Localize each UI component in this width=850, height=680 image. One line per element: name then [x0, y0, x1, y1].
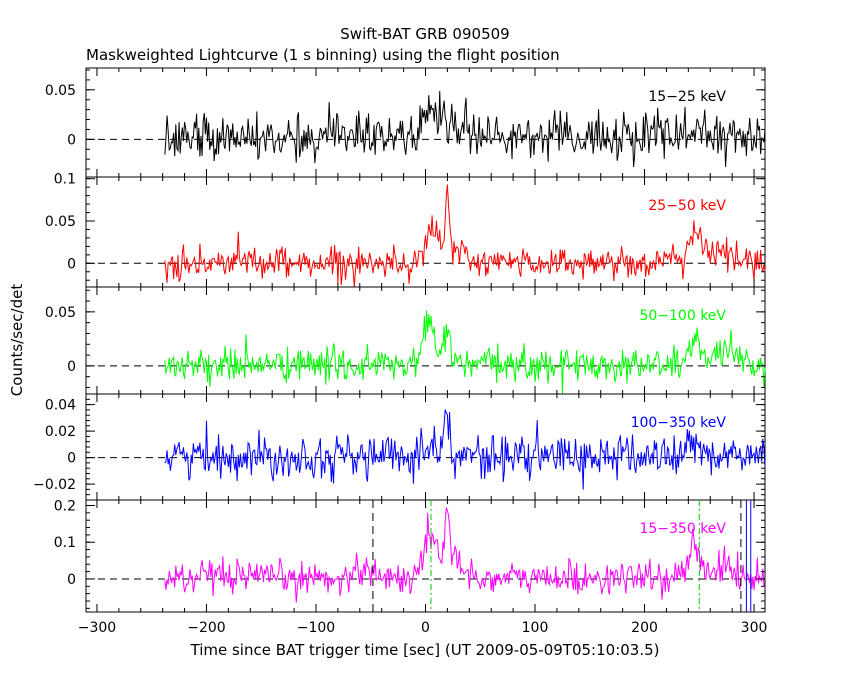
panel-frame: [85, 393, 766, 501]
y-tick-label: 0.02: [45, 424, 76, 440]
x-tick-label: 200: [631, 620, 658, 636]
panel-1: 0 0.05 15−25 keV: [45, 67, 766, 178]
lightcurve-series: [164, 409, 766, 490]
y-tick-label: 0: [67, 572, 76, 588]
panel-4: −0.02 0 0.02 0.04 100−350 keV: [33, 393, 766, 501]
y-tick-label: 0.2: [54, 499, 76, 515]
x-tick-label: 300: [741, 620, 768, 636]
y-tick-label: 0: [67, 132, 76, 148]
panel-frame: [85, 499, 766, 613]
band-label: 25−50 keV: [648, 198, 726, 214]
y-tick-label: 0: [67, 359, 76, 375]
y-tick-label: 0.1: [54, 535, 76, 551]
lightcurve-series: [164, 310, 766, 394]
chart-subtitle: Maskweighted Lightcurve (1 s binning) us…: [86, 46, 560, 64]
y-tick-label: 0.04: [45, 398, 76, 414]
y-tick-label: 0.1: [54, 172, 76, 188]
y-axis-label: Counts/sec/det: [8, 284, 26, 397]
lightcurve-series: [164, 184, 766, 288]
x-axis: −300 −200 −100 0 100 200 300: [78, 620, 768, 636]
y-tick-label: 0.05: [45, 83, 76, 99]
panel-3: 0 0.05 50−100 keV: [45, 286, 766, 395]
panel-5: 0 0.1 0.2 15−350 keV: [54, 499, 766, 613]
panels-group: 0 0.05 15−25 keV 0 0.05 0.1 25−50 keV 0 0.05 50−1…: [33, 67, 766, 613]
x-axis-label: Time since BAT trigger time [sec] (UT 20…: [190, 641, 660, 659]
band-label: 15−25 keV: [648, 89, 726, 105]
band-label: 50−100 keV: [639, 308, 726, 324]
x-tick-label: −200: [187, 620, 225, 636]
panel-frame: [85, 176, 766, 288]
y-tick-label: 0: [67, 451, 76, 467]
chart-title: Swift-BAT GRB 090509: [340, 25, 509, 43]
lightcurve-series: [164, 507, 766, 603]
panel-2: 0 0.05 0.1 25−50 keV: [45, 172, 766, 288]
x-tick-label: 100: [522, 620, 549, 636]
x-tick-label: −300: [78, 620, 116, 636]
y-tick-label: −0.02: [33, 477, 76, 493]
x-tick-label: 0: [421, 620, 430, 636]
y-tick-label: 0: [67, 256, 76, 272]
band-label: 100−350 keV: [631, 415, 727, 431]
band-label: 15−350 keV: [639, 521, 726, 537]
x-tick-label: −100: [297, 620, 335, 636]
y-tick-label: 0.05: [45, 214, 76, 230]
y-tick-label: 0.05: [45, 305, 76, 321]
lightcurve-series: [164, 90, 766, 168]
